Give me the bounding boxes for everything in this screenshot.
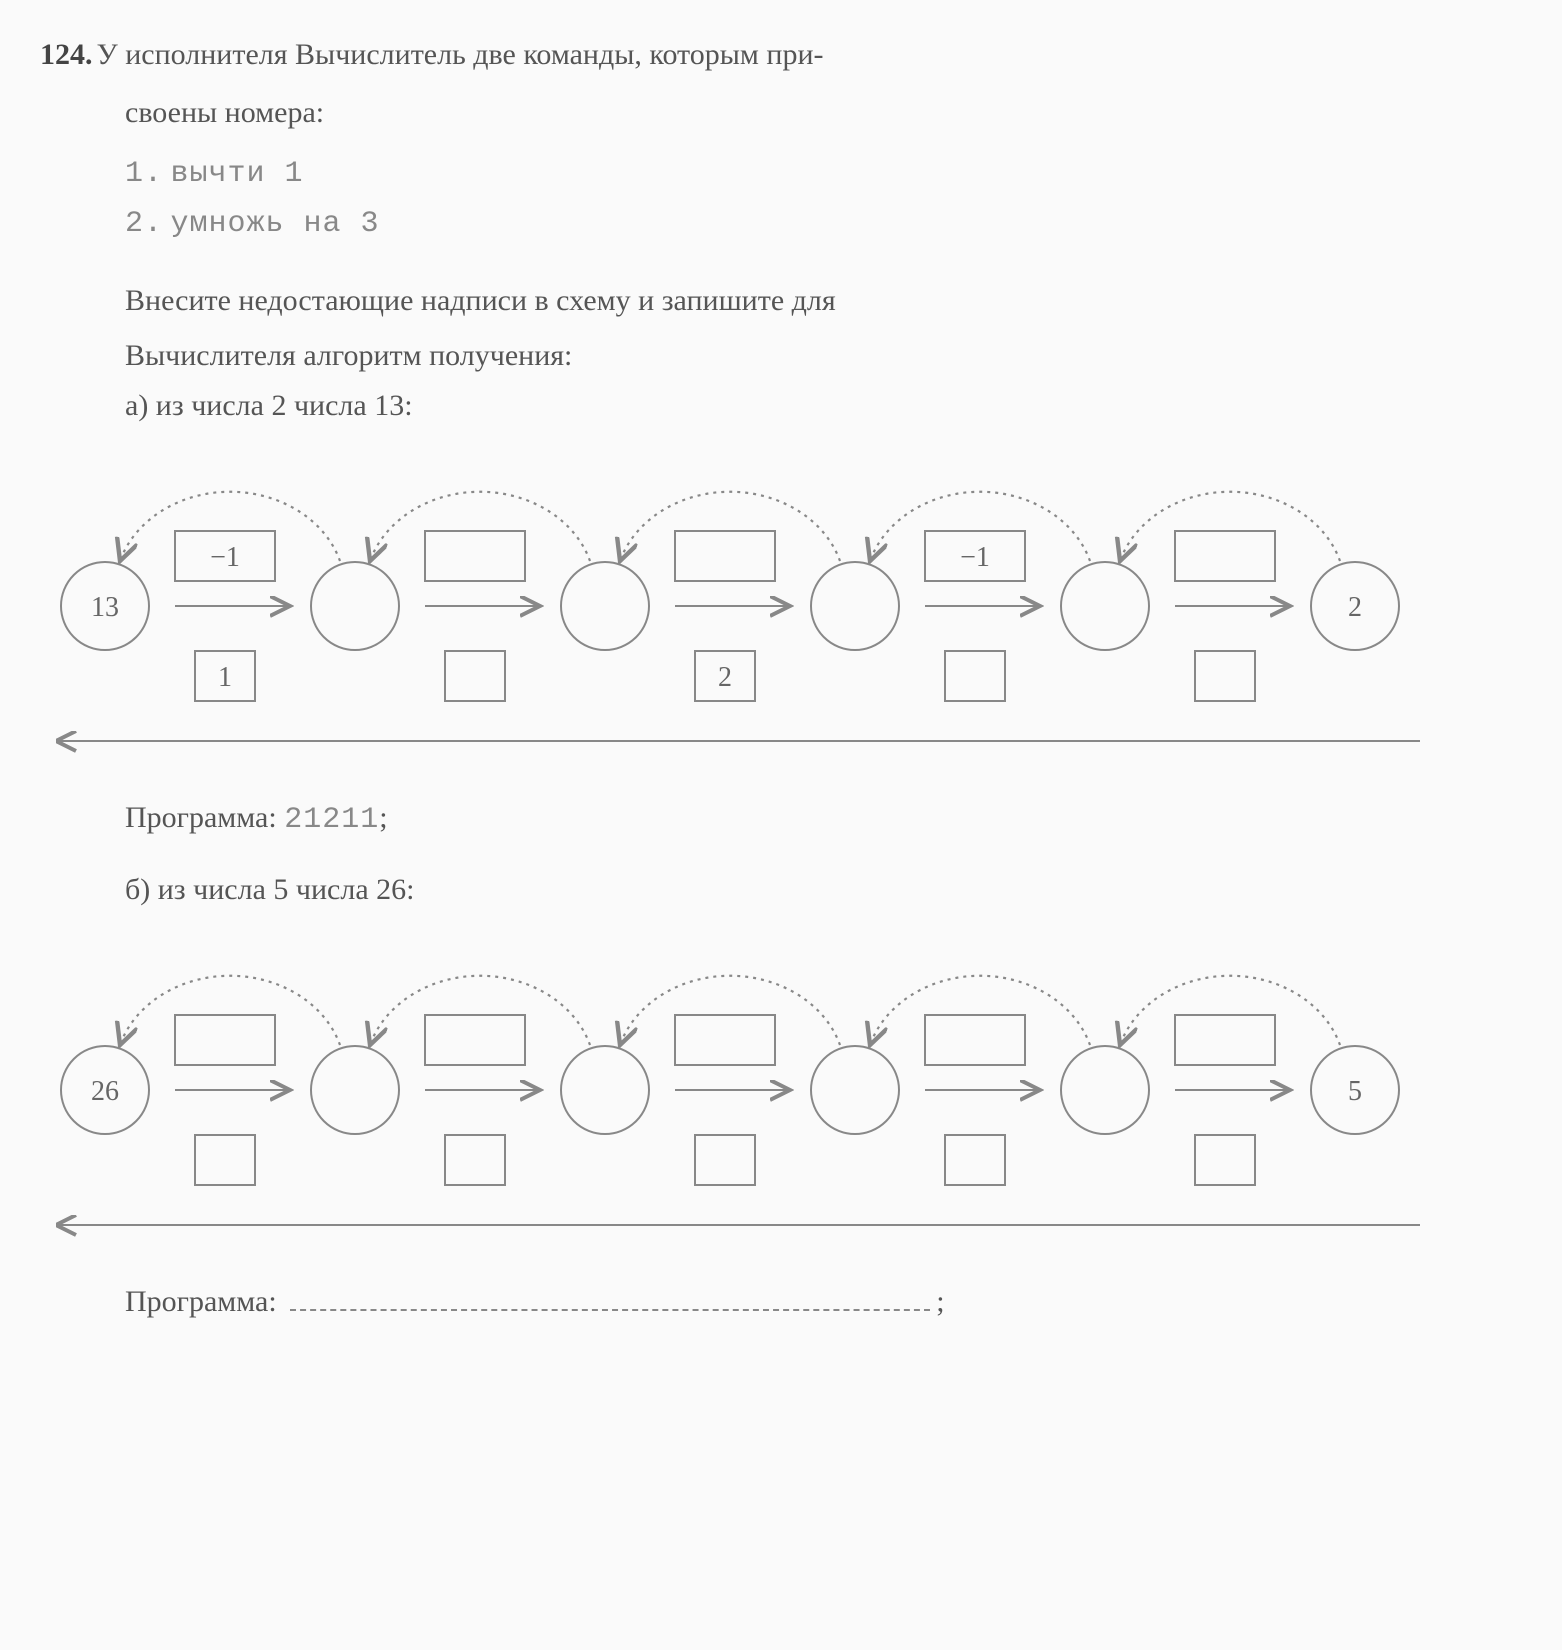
program-a-label: Программа: [125, 801, 277, 834]
command-2-number: 2. [125, 207, 163, 241]
program-b-suffix: ; [936, 1285, 944, 1318]
svg-text:26: 26 [91, 1076, 119, 1107]
exercise-number: 124. [40, 38, 93, 71]
command-1: 1. вычти 1 [125, 148, 1522, 198]
svg-text:−1: −1 [210, 542, 240, 573]
svg-text:2: 2 [1348, 592, 1362, 623]
command-2-text: умножь на 3 [171, 207, 380, 241]
command-list: 1. вычти 1 2. умножь на 3 [40, 148, 1522, 248]
svg-text:1: 1 [218, 662, 232, 693]
command-2: 2. умножь на 3 [125, 198, 1522, 248]
intro-line-2: своены номера: [40, 96, 1522, 130]
program-b: Программа: ; [40, 1285, 1522, 1319]
svg-text:13: 13 [91, 592, 119, 623]
svg-text:2: 2 [718, 662, 732, 693]
diagram-a-svg: 13 2 −1 −1 1 2 [40, 451, 1520, 771]
diagram-b-svg: 26 5 [40, 935, 1520, 1255]
program-a-suffix: ; [379, 801, 387, 834]
svg-text:−1: −1 [960, 542, 990, 573]
svg-text:5: 5 [1348, 1076, 1362, 1107]
task-line-1: Внесите недостающие надписи в схему и за… [40, 276, 1522, 326]
part-a-label: а) из числа 2 числа 13: [40, 389, 1522, 423]
part-b-label: б) из числа 5 числа 26: [40, 873, 1522, 907]
program-b-label: Программа: [125, 1285, 277, 1318]
intro-line-1: У исполнителя Вычислитель две команды, к… [97, 38, 824, 71]
exercise-header: 124. У исполнителя Вычислитель две коман… [40, 30, 1522, 80]
exercise: 124. У исполнителя Вычислитель две коман… [40, 30, 1522, 1319]
diagram-b: 26 5 [40, 935, 1522, 1255]
task-line-2: Вычислителя алгоритм получения: [40, 331, 1522, 381]
program-b-blank[interactable] [290, 1309, 930, 1311]
command-1-number: 1. [125, 157, 163, 191]
program-a-value: 21211 [284, 803, 379, 837]
diagram-a: 13 2 −1 −1 1 2 [40, 451, 1522, 771]
program-a: Программа: 21211; [40, 801, 1522, 837]
command-1-text: вычти 1 [171, 157, 304, 191]
